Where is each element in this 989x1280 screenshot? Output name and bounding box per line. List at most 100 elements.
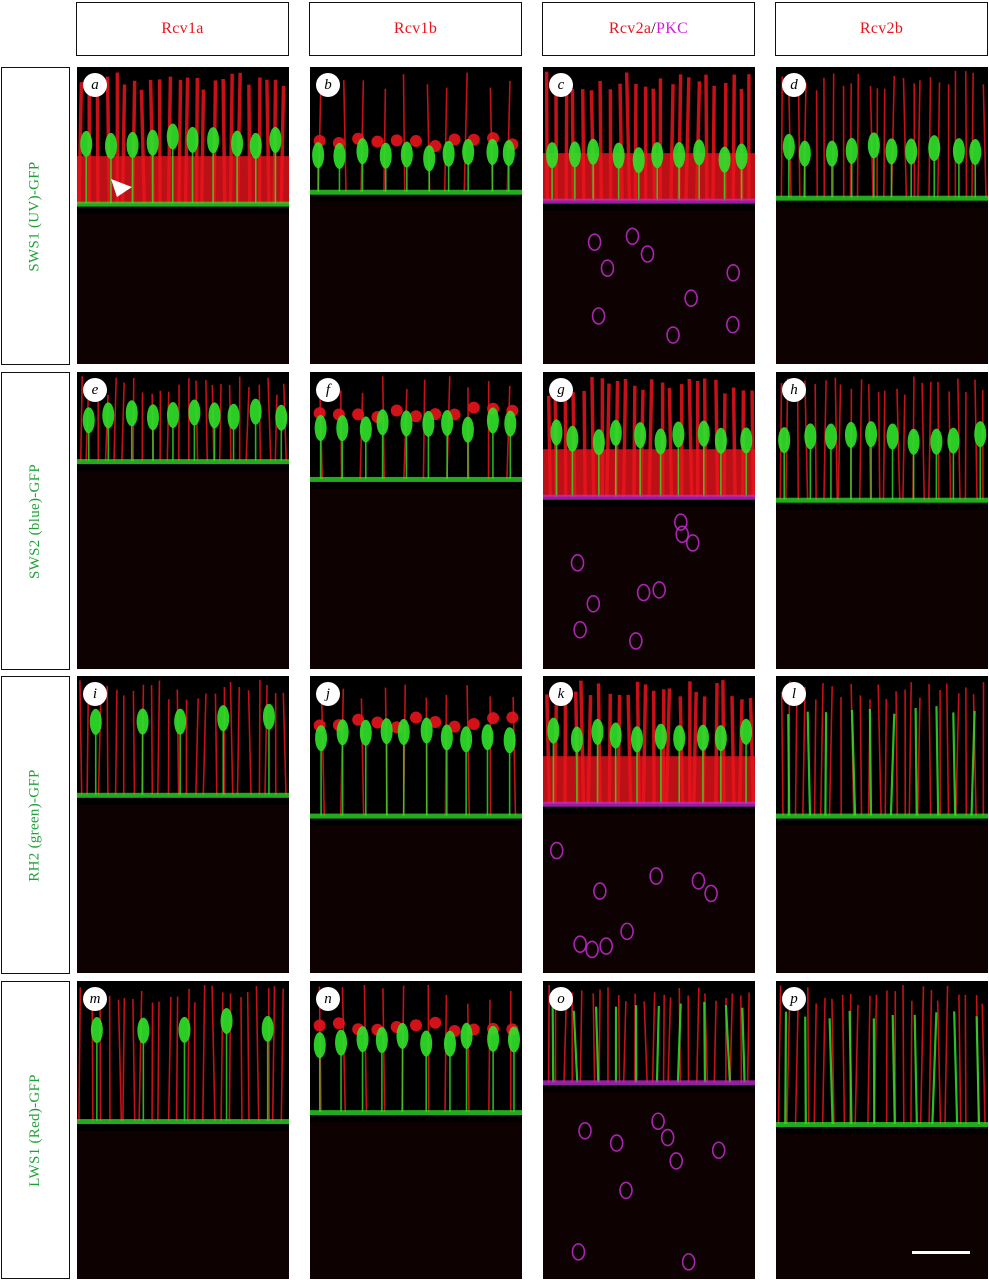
panel-label: b bbox=[316, 73, 340, 97]
micrograph-panel-b: b bbox=[310, 67, 522, 364]
micrograph-texture bbox=[609, 419, 622, 446]
micrograph-texture bbox=[371, 135, 384, 148]
micrograph-texture bbox=[813, 1003, 817, 1125]
micrograph-panel-j: j bbox=[310, 676, 522, 973]
micrograph-texture bbox=[902, 77, 908, 198]
micrograph-texture bbox=[868, 709, 873, 816]
micrograph-texture bbox=[859, 695, 863, 816]
panel-label: j bbox=[316, 682, 340, 706]
micrograph-texture bbox=[573, 620, 587, 639]
micrograph-texture bbox=[280, 988, 284, 1122]
micrograph-texture bbox=[944, 985, 949, 1125]
row-header-sws2: SWS2 (blue)-GFP bbox=[1, 372, 70, 670]
micrograph-texture bbox=[735, 143, 748, 170]
micrograph-texture bbox=[390, 404, 403, 417]
micrograph-image bbox=[543, 985, 755, 1279]
micrograph-texture bbox=[166, 123, 179, 150]
micrograph-texture bbox=[696, 724, 709, 751]
micrograph-texture bbox=[188, 399, 201, 426]
micrograph-texture bbox=[375, 1027, 388, 1054]
micrograph-texture bbox=[592, 993, 596, 1083]
micrograph-texture bbox=[681, 1253, 696, 1271]
micrograph-texture bbox=[146, 129, 159, 156]
micrograph-texture bbox=[936, 1000, 942, 1125]
micrograph-texture bbox=[504, 410, 517, 437]
micrograph-texture bbox=[264, 684, 268, 795]
micrograph-texture bbox=[137, 1017, 150, 1044]
micrograph-texture bbox=[201, 985, 206, 1122]
micrograph-texture bbox=[908, 682, 913, 816]
micrograph-texture bbox=[919, 986, 925, 1125]
micrograph-texture bbox=[310, 476, 522, 482]
micrograph-texture bbox=[335, 1029, 348, 1056]
micrograph-texture bbox=[649, 867, 663, 885]
micrograph-texture bbox=[724, 1005, 731, 1083]
micrograph-texture bbox=[877, 684, 882, 816]
micrograph-panel-f: f bbox=[310, 372, 522, 669]
micrograph-texture bbox=[982, 84, 987, 198]
micrograph-texture bbox=[132, 998, 136, 1122]
micrograph-texture bbox=[352, 408, 365, 421]
micrograph-texture bbox=[667, 997, 672, 1083]
panel-label: h bbox=[782, 378, 806, 402]
micrograph-texture bbox=[310, 825, 522, 973]
micrograph-panel-m: m bbox=[77, 981, 289, 1279]
row-header-label: SWS1 (UV)-GFP bbox=[27, 160, 44, 272]
row-header-rh2: RH2 (green)-GFP bbox=[1, 676, 70, 974]
micrograph-texture bbox=[77, 1131, 289, 1279]
column-header-rcv1a: Rcv1a bbox=[76, 2, 289, 56]
micrograph-panel-o: o bbox=[543, 981, 755, 1279]
micrograph-texture bbox=[587, 233, 602, 251]
micrograph-texture bbox=[77, 201, 289, 207]
micrograph-texture bbox=[777, 985, 782, 1125]
micrograph-texture bbox=[429, 1016, 442, 1029]
micrograph-texture bbox=[97, 695, 102, 795]
micrograph-texture bbox=[794, 696, 798, 816]
column-header-separator: / bbox=[651, 20, 657, 37]
micrograph-texture bbox=[195, 698, 199, 795]
micrograph-texture bbox=[741, 1007, 746, 1083]
micrograph-texture bbox=[685, 534, 700, 552]
micrograph-texture bbox=[543, 494, 755, 500]
micrograph-texture bbox=[463, 72, 468, 192]
micrograph-texture bbox=[746, 992, 750, 1083]
micrograph-panel-a: a bbox=[77, 67, 289, 364]
micrograph-texture bbox=[666, 326, 680, 344]
micrograph-texture bbox=[828, 686, 833, 816]
micrograph-texture bbox=[186, 988, 190, 1122]
micrograph-texture bbox=[444, 994, 448, 1113]
micrograph-texture bbox=[740, 718, 753, 745]
micrograph-texture bbox=[217, 705, 230, 732]
micrograph-texture bbox=[952, 138, 965, 165]
micrograph-texture bbox=[208, 402, 221, 429]
micrograph-texture bbox=[77, 804, 289, 973]
micrograph-texture bbox=[726, 264, 741, 282]
micrograph-texture bbox=[77, 213, 289, 364]
micrograph-texture bbox=[718, 146, 731, 173]
micrograph-texture bbox=[784, 1011, 788, 1125]
micrograph-texture bbox=[336, 415, 349, 442]
micrograph-texture bbox=[975, 1016, 981, 1125]
micrograph-texture bbox=[594, 1006, 600, 1083]
micrograph-texture bbox=[166, 402, 179, 429]
micrograph-texture bbox=[267, 377, 272, 462]
panel-label: d bbox=[782, 73, 806, 97]
micrograph-texture bbox=[122, 997, 126, 1122]
column-header-label: Rcv2a bbox=[608, 20, 652, 37]
micrograph-texture bbox=[410, 410, 422, 423]
panel-label: m bbox=[83, 987, 107, 1011]
micrograph-texture bbox=[802, 686, 806, 816]
micrograph-texture bbox=[797, 86, 801, 198]
micrograph-texture bbox=[125, 400, 138, 427]
micrograph-texture bbox=[82, 407, 95, 434]
row-header-label: LWS1 (Red)-GFP bbox=[27, 1073, 44, 1187]
micrograph-texture bbox=[952, 712, 957, 816]
micrograph-texture bbox=[249, 132, 262, 159]
micrograph-texture bbox=[928, 77, 932, 198]
micrograph-texture bbox=[877, 391, 881, 500]
micrograph-texture bbox=[566, 425, 579, 452]
micrograph-texture bbox=[928, 135, 941, 162]
panel-label: c bbox=[549, 73, 573, 97]
micrograph-texture bbox=[211, 985, 216, 1122]
micrograph-texture bbox=[969, 138, 982, 165]
